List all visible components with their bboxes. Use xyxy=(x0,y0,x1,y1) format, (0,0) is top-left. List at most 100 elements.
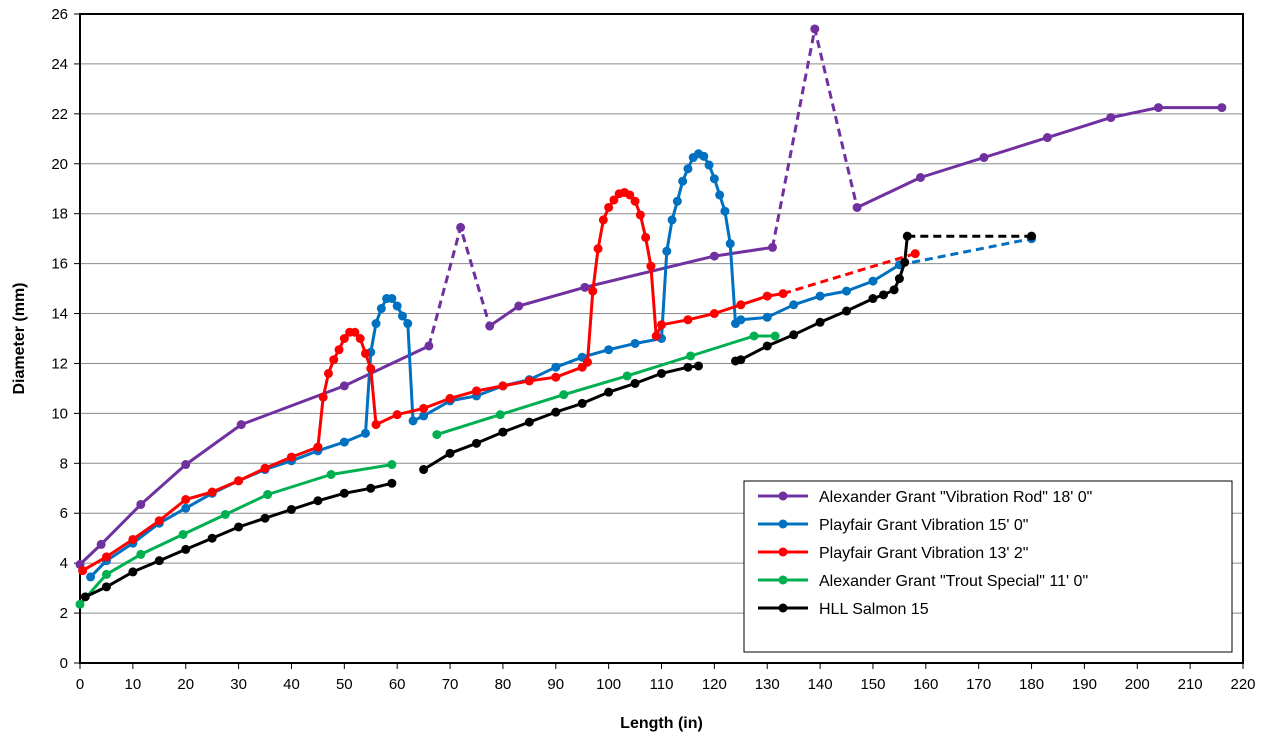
data-point xyxy=(868,294,878,304)
data-point xyxy=(181,503,191,513)
data-point xyxy=(286,504,296,514)
data-point xyxy=(604,387,614,397)
data-point xyxy=(524,417,534,427)
data-point xyxy=(588,286,598,296)
legend-marker xyxy=(778,491,788,501)
data-point xyxy=(128,567,138,577)
data-point xyxy=(101,552,111,562)
legend-label: HLL Salmon 15 xyxy=(819,601,929,618)
data-point xyxy=(842,286,852,296)
y-tick-label: 12 xyxy=(51,355,68,372)
data-point xyxy=(630,378,640,388)
data-point xyxy=(154,556,164,566)
data-point xyxy=(916,172,926,182)
data-point xyxy=(736,355,746,365)
data-point xyxy=(768,242,778,252)
data-point xyxy=(815,317,825,327)
data-point xyxy=(360,348,370,358)
data-point xyxy=(263,490,273,500)
data-point xyxy=(709,309,719,319)
data-point xyxy=(694,361,704,371)
x-tick-label: 120 xyxy=(702,676,727,693)
data-point xyxy=(604,202,614,212)
data-point xyxy=(577,398,587,408)
data-point xyxy=(672,196,682,206)
data-point xyxy=(709,174,719,184)
y-tick-label: 18 xyxy=(51,206,68,223)
data-point xyxy=(371,319,381,329)
x-tick-label: 50 xyxy=(336,676,353,693)
data-point xyxy=(260,513,270,523)
data-point xyxy=(630,338,640,348)
x-tick-label: 170 xyxy=(966,676,991,693)
data-point xyxy=(749,331,759,341)
data-point xyxy=(789,330,799,340)
data-point xyxy=(736,300,746,310)
y-tick-label: 20 xyxy=(51,156,68,173)
y-tick-label: 6 xyxy=(60,505,68,522)
series-line-dashed xyxy=(899,237,1032,267)
data-point xyxy=(260,463,270,473)
x-tick-label: 150 xyxy=(860,676,885,693)
data-point xyxy=(326,470,336,480)
data-point xyxy=(207,533,217,543)
legend-label: Playfair Grant Vibration 15' 0" xyxy=(819,517,1028,534)
data-point xyxy=(1042,133,1052,143)
data-point xyxy=(471,386,481,396)
x-tick-label: 80 xyxy=(495,676,512,693)
x-tick-label: 130 xyxy=(755,676,780,693)
data-point xyxy=(432,430,442,440)
data-point xyxy=(445,393,455,403)
x-tick-label: 40 xyxy=(283,676,300,693)
data-point xyxy=(313,496,323,506)
data-point xyxy=(78,566,88,576)
y-tick-label: 0 xyxy=(60,655,68,672)
data-point xyxy=(339,488,349,498)
series-4 xyxy=(75,331,780,609)
legend-label: Alexander Grant "Vibration Rod" 18' 0" xyxy=(819,489,1092,506)
data-point xyxy=(580,282,590,292)
data-point xyxy=(234,522,244,532)
data-point xyxy=(842,306,852,316)
data-point xyxy=(641,232,651,242)
data-point xyxy=(699,151,709,161)
data-point xyxy=(181,460,191,470)
legend-marker xyxy=(778,519,788,529)
data-point xyxy=(366,483,376,493)
series-line-dashed xyxy=(782,252,916,296)
x-tick-label: 190 xyxy=(1072,676,1097,693)
y-tick-label: 4 xyxy=(60,555,68,572)
data-point xyxy=(704,160,714,170)
data-point xyxy=(1153,103,1163,113)
data-point xyxy=(471,438,481,448)
data-point xyxy=(646,261,656,271)
data-point xyxy=(778,289,788,299)
data-point xyxy=(101,582,111,592)
data-point xyxy=(329,355,339,365)
data-point xyxy=(419,403,429,413)
data-point xyxy=(419,465,429,475)
data-point xyxy=(879,290,889,300)
y-tick-label: 24 xyxy=(51,56,68,73)
data-point xyxy=(559,390,569,400)
x-tick-label: 180 xyxy=(1019,676,1044,693)
legend-box xyxy=(743,480,1233,653)
legend-label: Alexander Grant "Trout Special" 11' 0" xyxy=(819,573,1088,590)
data-point xyxy=(323,368,333,378)
series-1 xyxy=(75,24,1227,569)
data-point xyxy=(762,341,772,351)
y-tick-label: 8 xyxy=(60,455,68,472)
data-point xyxy=(651,331,661,341)
data-point xyxy=(582,357,592,367)
x-tick-label: 30 xyxy=(230,676,247,693)
data-point xyxy=(334,345,344,355)
data-point xyxy=(392,410,402,420)
data-point xyxy=(408,416,418,426)
series-2 xyxy=(86,149,1037,582)
y-tick-label: 26 xyxy=(51,6,68,23)
data-point xyxy=(762,291,772,301)
x-tick-label: 70 xyxy=(442,676,459,693)
legend-marker xyxy=(778,547,788,557)
data-point xyxy=(622,371,632,381)
